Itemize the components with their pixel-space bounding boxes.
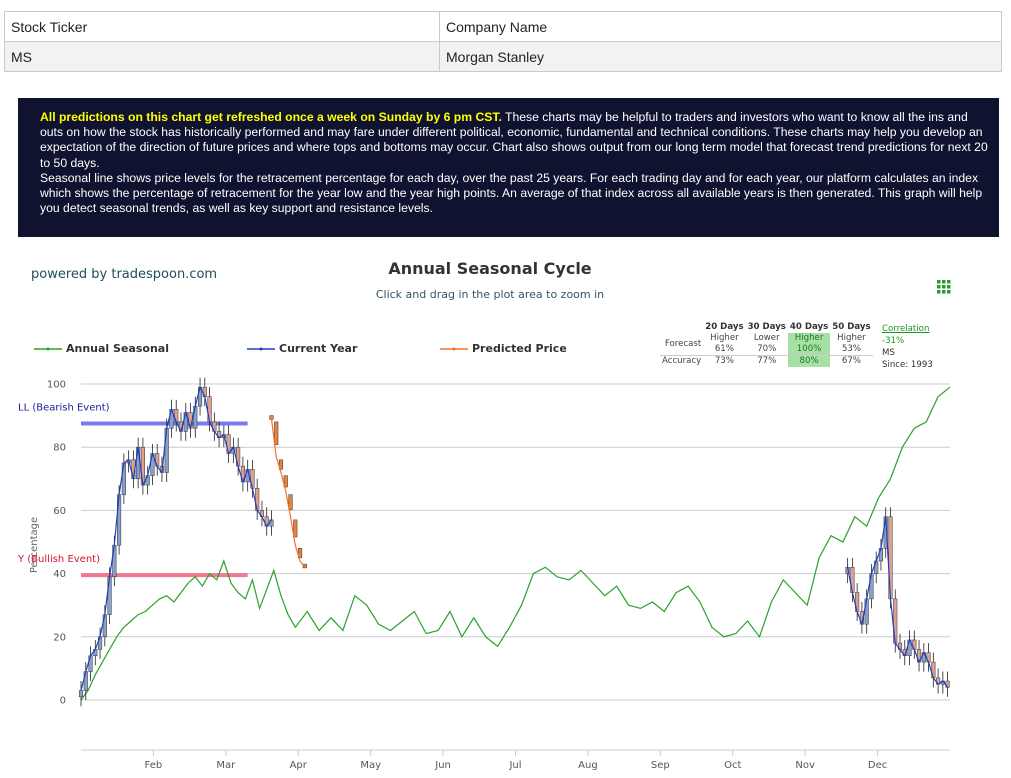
legend-label: Predicted Price (472, 342, 567, 355)
accuracy-50: 67% (830, 355, 873, 367)
x-tick-label: May (360, 760, 381, 771)
x-tick-label: Aug (578, 760, 598, 771)
correlation-box: Correlation -31% MS Since: 1993 (882, 323, 933, 371)
forecast-direction-20: Higher (710, 333, 739, 343)
ticker-value: MS (4, 41, 440, 72)
forecast-direction-40: Higher (787, 333, 831, 344)
legend-label: Annual Seasonal (66, 342, 169, 355)
legend-current-year[interactable]: Current Year (247, 342, 357, 355)
forecast-prob-30: 70% (757, 344, 777, 354)
powered-by-link[interactable]: powered by tradespoon.com (31, 267, 218, 282)
legend-predicted-line-icon (440, 347, 468, 350)
x-tick-label: Jul (508, 760, 521, 771)
correlation-link[interactable]: Correlation (882, 324, 930, 334)
x-tick-label: Sep (651, 760, 670, 771)
forecast-corner (660, 321, 703, 333)
correlation-value: -31% (882, 336, 905, 346)
forecast-prob-50: 53% (841, 344, 861, 354)
x-tick-label: Oct (724, 760, 741, 771)
correlation-ticker: MS (882, 348, 895, 358)
legend-label: Current Year (279, 342, 358, 355)
x-tick-label: Dec (868, 760, 887, 771)
chart-menu-grid-icon[interactable] (937, 280, 951, 294)
x-tick-label: Feb (145, 760, 163, 771)
stock-info-table: Stock Ticker Company Name MS Morgan Stan… (4, 11, 1002, 72)
ticker-header: Stock Ticker (4, 11, 440, 42)
buy-event-label: Y (Bullish Event) (17, 554, 100, 565)
legend-seasonal-line-icon (34, 347, 62, 350)
x-tick-label: Nov (795, 760, 815, 771)
y-tick-label: 60 (53, 506, 66, 517)
series-current-year[interactable] (847, 516, 949, 688)
accuracy-40: 80% (787, 355, 831, 367)
chart-subtitle: Click and drag in the plot area to zoom … (375, 288, 605, 301)
forecast-prob-20: 61% (714, 344, 734, 354)
info-text-2: Seasonal line shows price levels for the… (40, 170, 983, 216)
forecast-table: 20 Days 30 Days 40 Days 50 Days Forecast… (660, 321, 873, 367)
forecast-direction-30: Lower (753, 333, 780, 343)
legend-predicted-price[interactable]: Predicted Price (440, 342, 567, 355)
forecast-header-30: 30 Days (747, 322, 786, 332)
candle-predicted (293, 519, 298, 538)
series-current-year[interactable] (80, 385, 272, 691)
y-tick-label: 0 (60, 696, 66, 707)
x-tick-label: Jun (434, 760, 451, 771)
forecast-direction-50: Higher (837, 333, 866, 343)
x-tick-label: Mar (216, 760, 236, 771)
seasonal-chart[interactable]: 0 20 40 60 80 100 Percentage Feb Mar Apr May Jun Jul… (0, 370, 1011, 778)
candle-predicted (288, 494, 293, 511)
info-panel: All predictions on this chart get refres… (18, 98, 999, 237)
info-text-1: These charts may be helpful to traders a… (40, 110, 988, 170)
forecast-header-40: 40 Days (789, 322, 829, 332)
forecast-row-label: Forecast (664, 338, 702, 349)
series-annual-seasonal[interactable] (80, 386, 951, 701)
company-header: Company Name (439, 11, 1002, 42)
legend-annual-seasonal[interactable]: Annual Seasonal (34, 342, 169, 355)
accuracy-20: 73% (703, 355, 746, 367)
candle-current-year (78, 690, 84, 698)
candle-predicted (283, 475, 288, 488)
y-tick-label: 80 (53, 443, 66, 454)
accuracy-30: 77% (745, 355, 788, 367)
y-tick-label: 40 (53, 569, 66, 580)
refresh-notice: All predictions on this chart get refres… (40, 110, 502, 124)
forecast-prob-40: 100% (787, 344, 831, 356)
sell-event-label: LL (Bearish Event) (18, 403, 110, 414)
series-predicted-price[interactable] (270, 418, 306, 568)
x-tick-label: Apr (290, 760, 308, 771)
forecast-header-50: 50 Days (832, 322, 871, 332)
forecast-header-20: 20 Days (705, 322, 744, 332)
company-value: Morgan Stanley (439, 41, 1002, 72)
candle-predicted (302, 563, 307, 569)
y-tick-label: 20 (53, 632, 66, 643)
candle-predicted (274, 421, 279, 445)
correlation-since: Since: 1993 (882, 360, 933, 370)
legend-current-line-icon (247, 347, 275, 350)
y-axis-title: Percentage (29, 517, 40, 573)
chart-title: Annual Seasonal Cycle (388, 259, 592, 278)
y-tick-label: 100 (47, 380, 66, 391)
accuracy-row-label: Accuracy (660, 355, 704, 367)
